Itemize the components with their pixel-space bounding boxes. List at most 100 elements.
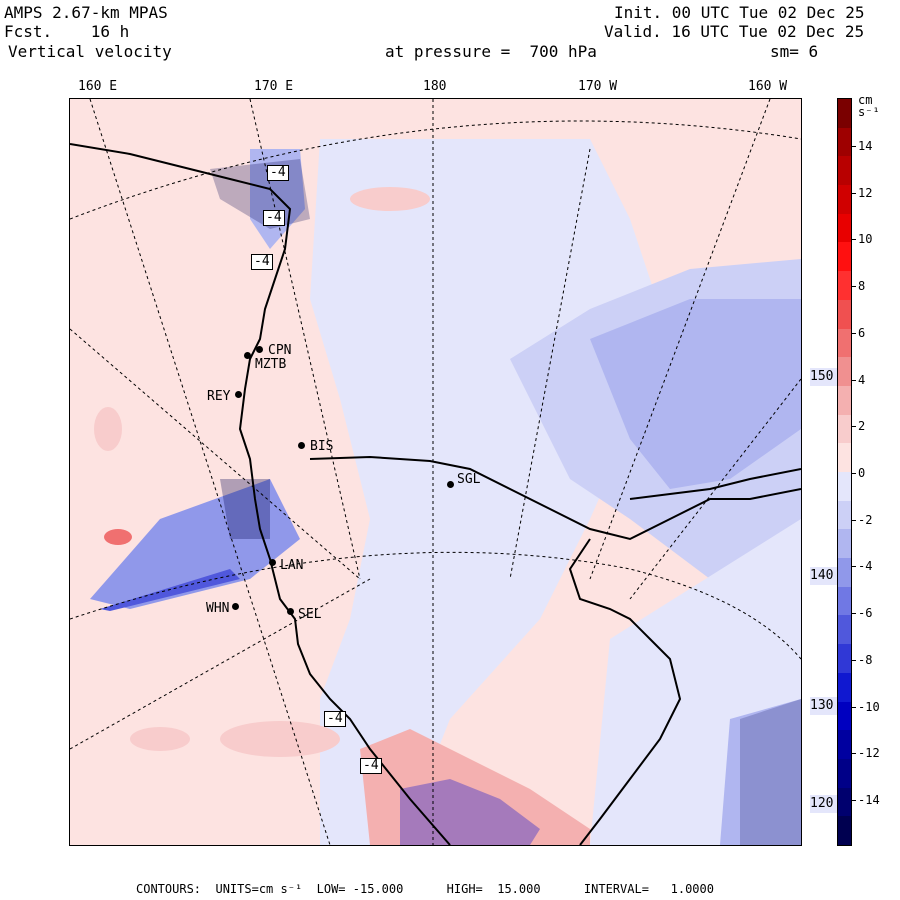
colorbar-label: -14 (858, 793, 880, 807)
colorbar-segment (838, 127, 851, 157)
colorbar-segment (838, 816, 851, 846)
station-dot-sgl[interactable] (447, 481, 454, 488)
terrain-cluster-south (360, 729, 590, 845)
colorbar-label: 4 (858, 372, 866, 387)
colorbar-tick (852, 146, 856, 147)
colorbar-segment (838, 443, 851, 473)
grounding-line (568, 538, 682, 845)
negative-region-southeast (720, 699, 801, 845)
colorbar-label: 12 (858, 185, 873, 200)
colorbar-tick (852, 613, 856, 615)
colorbar-segment (838, 586, 851, 616)
forecast-hour: Fcst. 16 h (4, 22, 130, 41)
colorbar-label: -6 (858, 606, 873, 621)
colorbar-tick (852, 379, 856, 381)
colorbar-segment (838, 385, 851, 416)
colorbar-segment (838, 500, 851, 530)
terrain-cluster-southeast (740, 699, 801, 845)
colorbar (837, 98, 852, 846)
station-dot-mztb[interactable] (244, 352, 251, 359)
valid-time: Valid. 16 UTC Tue 02 Dec 25 (604, 22, 865, 41)
positive-spot-west-2 (94, 407, 122, 451)
colorbar-segment (838, 615, 851, 645)
lon-label-160e: 160 E (78, 79, 118, 94)
station-dot-whn[interactable] (232, 603, 239, 610)
colorbar-segment (838, 758, 851, 789)
field-name: Vertical velocity (8, 42, 172, 61)
colorbar-segment (838, 529, 851, 559)
colorbar-segment (838, 213, 851, 243)
station-dot-cpn[interactable] (256, 346, 263, 353)
colorbar-segment (838, 472, 851, 502)
colorbar-tick (852, 426, 856, 428)
colorbar-segment (838, 328, 851, 358)
colorbar-tick (852, 659, 856, 661)
lon-label-170w: 170 W (578, 79, 618, 94)
colorbar-segment (838, 414, 851, 444)
colorbar-tick (852, 706, 856, 708)
contour-marker-1: -4 (267, 165, 289, 181)
colorbar-label: -4 (858, 559, 873, 574)
colorbar-segment (838, 271, 851, 301)
station-rey: REY (207, 389, 231, 404)
colorbar-tick (852, 800, 856, 801)
station-whn: WHN (206, 601, 230, 616)
graticule (70, 99, 801, 845)
colorbar-segment (838, 558, 851, 588)
terrain-cluster-mid (220, 479, 270, 539)
colorbar-label: 6 (858, 325, 866, 340)
colorbar-segment (838, 357, 851, 387)
station-lan: LAN (280, 558, 304, 573)
contour-marker-3: -4 (251, 254, 273, 270)
coastline (70, 143, 451, 845)
colorbar-label: -2 (858, 512, 873, 527)
lon-label-160w: 160 W (748, 79, 788, 94)
colorbar-tick (852, 332, 856, 334)
terrain-cluster-north (210, 159, 310, 229)
colorbar-tick (852, 286, 856, 288)
colorbar-segment (838, 730, 851, 760)
station-dot-lan[interactable] (269, 559, 276, 566)
colorbar-label: 8 (858, 279, 866, 294)
map-panel[interactable] (69, 98, 802, 846)
colorbar-segment (838, 644, 851, 674)
colorbar-segment (838, 156, 851, 186)
positive-spot-north (350, 187, 430, 211)
station-bis: BIS (310, 439, 334, 454)
contour-marker-5: -4 (360, 758, 382, 774)
colorbar-label: -10 (858, 699, 880, 714)
colorbar-segment (838, 185, 851, 215)
colorbar-label: -12 (858, 746, 880, 761)
colorbar-segment (838, 99, 851, 129)
colorbar-tick (852, 519, 856, 521)
colorbar-tick (852, 753, 856, 755)
colorbar-segment (838, 672, 851, 703)
map-canvas (70, 99, 801, 845)
smoothing-value: sm= 6 (770, 42, 819, 61)
colorbar-unit: cm s⁻¹ (858, 93, 880, 119)
colorbar-segment (838, 701, 851, 731)
station-sel: SEL (298, 607, 322, 622)
station-dot-rey[interactable] (235, 391, 242, 398)
colorbar-label: 0 (858, 466, 866, 480)
colorbar-tick (852, 566, 856, 568)
contour-marker-2: -4 (263, 210, 285, 226)
station-cpn: CPN (268, 343, 292, 358)
positive-spot-south (220, 721, 340, 757)
contour-info: CONTOURS: UNITS=cm s⁻¹ LOW= -15.000 HIGH… (136, 882, 714, 896)
positive-spot-west (104, 529, 132, 545)
colorbar-tick (852, 239, 856, 241)
colorbar-segment (838, 787, 851, 817)
east-coast (629, 468, 801, 500)
station-dot-bis[interactable] (298, 442, 305, 449)
colorbar-label: 2 (858, 419, 866, 434)
model-title: AMPS 2.67-km MPAS (4, 3, 168, 22)
init-time: Init. 00 UTC Tue 02 Dec 25 (614, 3, 865, 22)
colorbar-tick (852, 192, 856, 194)
colorbar-label: 10 (858, 232, 873, 247)
lon-label-180: 180 (423, 79, 447, 94)
colorbar-label: 14 (858, 139, 873, 153)
station-dot-sel[interactable] (287, 608, 294, 615)
negative-region-east-inner (590, 299, 801, 489)
colorbar-segment (838, 242, 851, 272)
